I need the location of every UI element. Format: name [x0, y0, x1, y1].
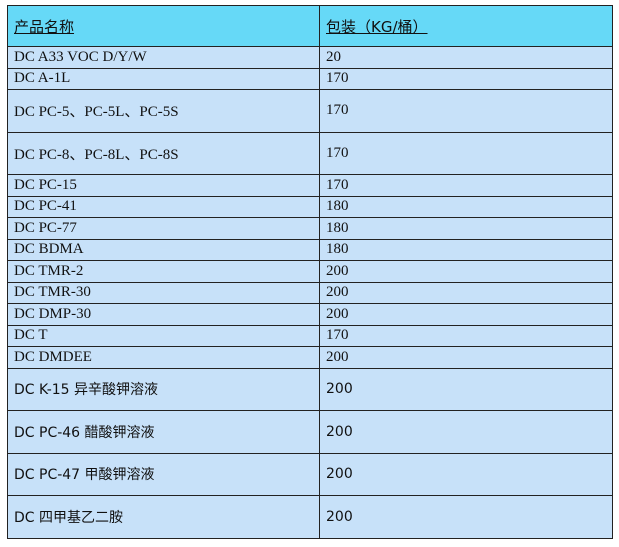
table-row: DC DMDEE 200	[7, 346, 613, 369]
product-name-cell: DC TMR-2	[7, 260, 320, 283]
table-row: DC PC-47 甲酸钾溶液 200	[7, 452, 613, 496]
package-cell: 170	[319, 174, 613, 197]
package-cell: 200	[319, 367, 613, 411]
table-row: DC TMR-30 200	[7, 281, 613, 304]
product-name-cell: DC PC-15	[7, 174, 320, 197]
package-cell: 170	[319, 324, 613, 347]
package-cell: 200	[319, 346, 613, 369]
product-name-cell: DC DMP-30	[7, 303, 320, 326]
product-name-cell: DC PC-77	[7, 217, 320, 240]
table-row: DC BDMA 180	[7, 238, 613, 261]
package-cell: 200	[319, 495, 613, 539]
product-table: 产品名称 包装（KG/桶） DC A33 VOC D/Y/W 20 DC A-1L 1…	[7, 5, 613, 539]
product-name-cell: DC PC-5、PC-5L、PC-5S	[7, 89, 320, 133]
header-product-name: 产品名称	[7, 5, 320, 47]
table-row: DC PC-5、PC-5L、PC-5S 170	[7, 89, 613, 133]
table-row: DC PC-46 醋酸钾溶液 200	[7, 410, 613, 454]
product-name-cell: DC DMDEE	[7, 346, 320, 369]
table-row: DC DMP-30 200	[7, 303, 613, 326]
product-name-cell: DC PC-8、PC-8L、PC-8S	[7, 131, 320, 175]
table-row: DC K-15 异辛酸钾溶液 200	[7, 367, 613, 411]
table-row: DC PC-77 180	[7, 217, 613, 240]
table-row: DC PC-8、PC-8L、PC-8S 170	[7, 131, 613, 175]
product-name-cell: DC K-15 异辛酸钾溶液	[7, 367, 320, 411]
package-cell: 200	[319, 303, 613, 326]
product-name-cell: DC A33 VOC D/Y/W	[7, 46, 320, 69]
product-name-cell: DC PC-47 甲酸钾溶液	[7, 452, 320, 496]
package-cell: 200	[319, 260, 613, 283]
table-row: DC 四甲基乙二胺 200	[7, 495, 613, 539]
product-name-cell: DC TMR-30	[7, 281, 320, 304]
header-package: 包装（KG/桶）	[319, 5, 613, 47]
package-cell: 170	[319, 89, 613, 133]
table-row: DC PC-41 180	[7, 195, 613, 218]
package-cell: 180	[319, 217, 613, 240]
package-cell: 170	[319, 131, 613, 175]
package-cell: 20	[319, 46, 613, 69]
table-row: DC T 170	[7, 324, 613, 347]
table-row: DC TMR-2 200	[7, 260, 613, 283]
package-cell: 170	[319, 67, 613, 90]
product-name-cell: DC PC-41	[7, 195, 320, 218]
product-name-cell: DC BDMA	[7, 238, 320, 261]
package-cell: 180	[319, 238, 613, 261]
package-cell: 200	[319, 410, 613, 454]
table-header-row: 产品名称 包装（KG/桶）	[7, 5, 613, 47]
table-row: DC A-1L 170	[7, 67, 613, 90]
product-name-cell: DC T	[7, 324, 320, 347]
table-row: DC A33 VOC D/Y/W 20	[7, 46, 613, 69]
package-cell: 180	[319, 195, 613, 218]
package-cell: 200	[319, 452, 613, 496]
table-row: DC PC-15 170	[7, 174, 613, 197]
product-name-cell: DC A-1L	[7, 67, 320, 90]
package-cell: 200	[319, 281, 613, 304]
product-name-cell: DC PC-46 醋酸钾溶液	[7, 410, 320, 454]
product-name-cell: DC 四甲基乙二胺	[7, 495, 320, 539]
